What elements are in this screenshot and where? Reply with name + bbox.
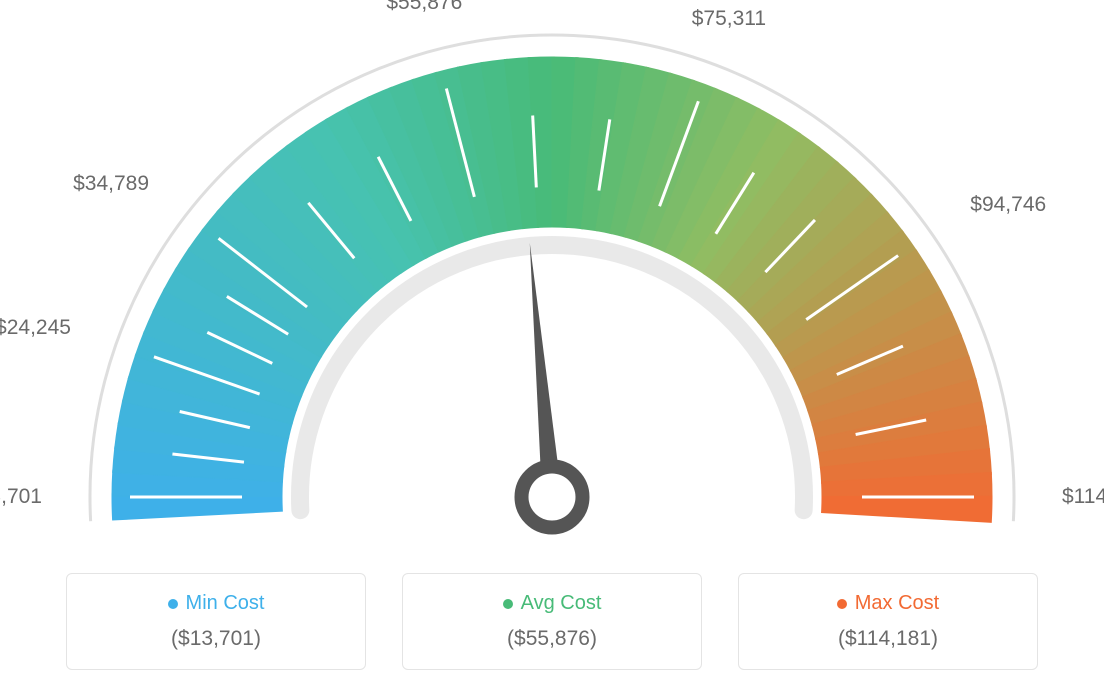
gauge-tick-label: $94,746 xyxy=(970,193,1046,217)
legend-label-max: Max Cost xyxy=(855,592,939,615)
legend-value-min: ($13,701) xyxy=(77,627,355,651)
legend-card-avg: Avg Cost ($55,876) xyxy=(402,573,702,670)
legend-dot-max-icon xyxy=(837,599,847,609)
gauge-tick-label: $34,789 xyxy=(73,172,149,196)
legend-title-max: Max Cost xyxy=(837,592,939,615)
gauge-tick-label: $75,311 xyxy=(692,7,766,31)
legend-dot-min-icon xyxy=(168,599,178,609)
legend-title-avg: Avg Cost xyxy=(503,592,602,615)
legend-value-avg: ($55,876) xyxy=(413,627,691,651)
gauge-tick-label: $24,245 xyxy=(0,316,71,340)
gauge-tick-label: $13,701 xyxy=(0,485,42,509)
gauge-svg xyxy=(0,0,1104,540)
legend-row: Min Cost ($13,701) Avg Cost ($55,876) Ma… xyxy=(0,573,1104,670)
legend-card-min: Min Cost ($13,701) xyxy=(66,573,366,670)
legend-dot-avg-icon xyxy=(503,599,513,609)
legend-title-min: Min Cost xyxy=(168,592,265,615)
gauge-tick-label: $114,181 xyxy=(1062,485,1104,509)
chart-container: $13,701 $24,245 $34,789 $55,876 $75,311 $94,7… xyxy=(0,0,1104,690)
gauge-tick-label: $55,876 xyxy=(386,0,462,15)
legend-label-min: Min Cost xyxy=(186,592,265,615)
legend-value-max: ($114,181) xyxy=(749,627,1027,651)
legend-label-avg: Avg Cost xyxy=(521,592,602,615)
gauge-chart: $13,701 $24,245 $34,789 $55,876 $75,311 $94,7… xyxy=(0,0,1104,540)
legend-card-max: Max Cost ($114,181) xyxy=(738,573,1038,670)
